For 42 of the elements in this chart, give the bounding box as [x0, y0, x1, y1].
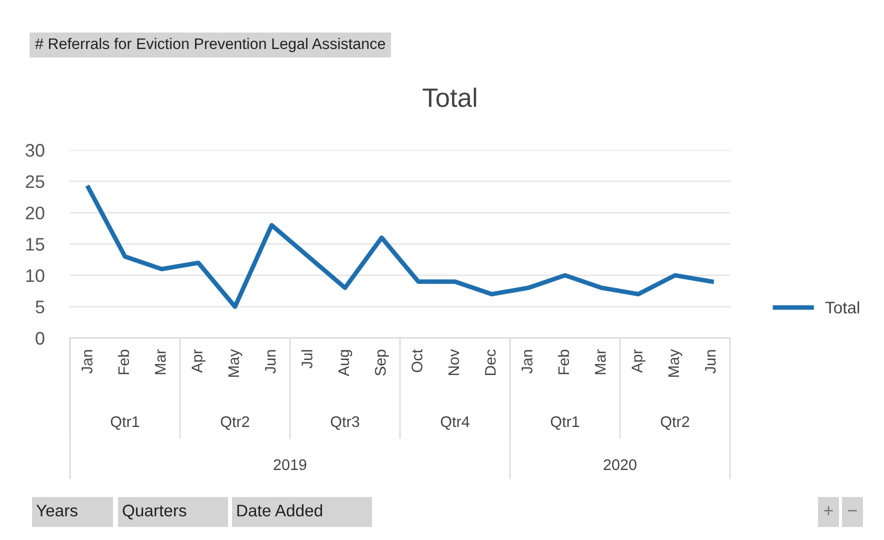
x-tick-label: Dec: [485, 350, 496, 376]
x-tick-label: May: [668, 349, 682, 377]
text: Qtr2: [660, 416, 690, 430]
legend-label: Total: [825, 301, 860, 314]
text: Qtr4: [440, 416, 470, 430]
text: Qtr3: [330, 416, 360, 430]
x-tick-label: Apr: [192, 349, 206, 373]
x-tick-label: Mar: [595, 349, 606, 374]
x-tick-label: Apr: [632, 349, 646, 373]
x-tick-label: Oct: [412, 349, 422, 372]
line-series: [86, 185, 714, 309]
y-tick-label: 10: [26, 269, 44, 282]
y-tick-label: 25: [26, 175, 44, 188]
x-tick-label: May: [228, 349, 242, 377]
x-tick-label: Mar: [155, 349, 166, 374]
y-tick-label: 20: [26, 206, 44, 220]
text: 2020: [604, 459, 636, 470]
x-tick-label: Jan: [82, 350, 92, 374]
text: Qtr1: [110, 416, 140, 430]
text: 2019: [274, 459, 306, 470]
text: −: [848, 510, 857, 512]
x-tick-label: Nov: [448, 349, 460, 376]
text: Years: [36, 504, 78, 516]
x-tick-label: Feb: [558, 350, 570, 374]
x-tick-label: Jan: [522, 350, 532, 374]
x-tick-label: Jul: [301, 350, 312, 368]
x-tick-label: Aug: [338, 350, 352, 376]
x-tick-label: Jun: [265, 350, 276, 374]
y-tick-label: 5: [36, 300, 44, 314]
y-tick-label: 30: [26, 144, 44, 157]
text: Qtr1: [550, 416, 580, 430]
chart-subtitle: Total: [422, 88, 476, 108]
y-tick-label: 15: [26, 238, 44, 251]
chart-title: # Referrals for Eviction Prevention Legal Assistance: [35, 38, 386, 52]
text: Date Added: [237, 504, 322, 516]
text: +: [824, 506, 833, 516]
x-tick-label: Feb: [118, 350, 130, 374]
x-tick-label: Sep: [374, 350, 389, 376]
text: Qtr2: [220, 416, 250, 430]
text: Quarters: [122, 504, 186, 520]
y-tick-label: 0: [36, 332, 44, 345]
x-tick-label: Jun: [705, 350, 716, 374]
